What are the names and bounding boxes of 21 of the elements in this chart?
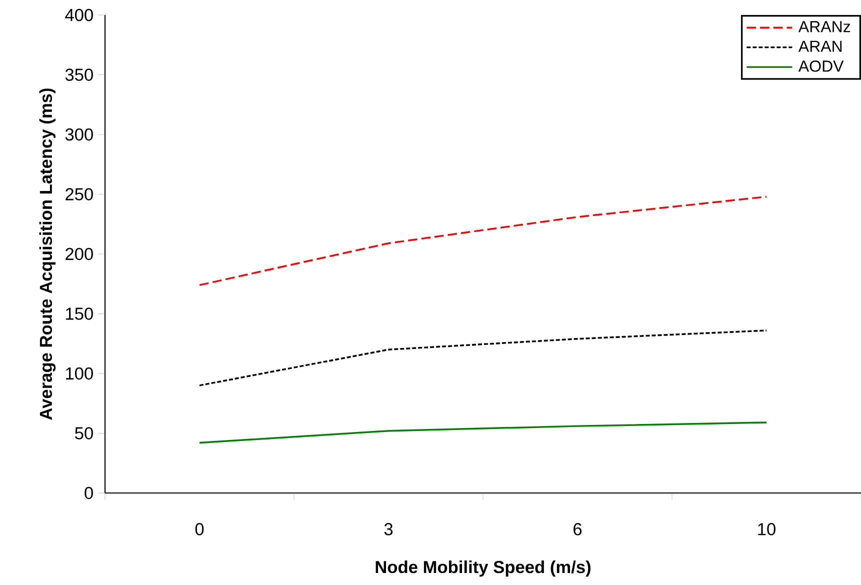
- x-tick-label: 0: [195, 523, 204, 536]
- x-axis-title: Node Mobility Speed (m/s): [376, 560, 590, 577]
- legend-label: ARAN: [798, 40, 842, 52]
- y-tick-label: 0: [84, 486, 93, 500]
- y-tick-label: 200: [66, 248, 93, 260]
- x-tick-label: 3: [384, 523, 393, 536]
- line-series: [198, 330, 768, 386]
- y-tick-label: 100: [66, 367, 93, 380]
- line-series: [198, 422, 768, 444]
- y-tick-label: 150: [66, 308, 93, 320]
- line-series: [198, 196, 768, 286]
- legend-label: AODV: [798, 60, 844, 72]
- y-tick-label: 400: [65, 8, 93, 22]
- legend-label: ARANz: [798, 21, 850, 32]
- y-tick-label: 300: [65, 128, 93, 141]
- y-tick-label: 350: [65, 68, 93, 81]
- x-tick-label: 6: [574, 523, 582, 536]
- x-tick-label: 10: [758, 523, 776, 536]
- y-tick-label: 50: [75, 427, 93, 440]
- y-tick-label: 250: [66, 188, 93, 200]
- y-axis-title: Average Route Acquisition Latency (ms): [39, 88, 56, 420]
